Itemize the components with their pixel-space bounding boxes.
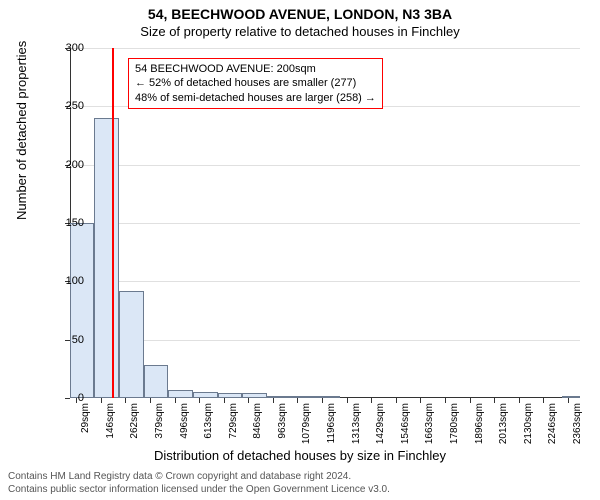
xtick-mark [322,398,323,403]
histogram-bar [291,396,315,398]
histogram-bar [119,291,144,398]
annotation-line: 48% of semi-detached houses are larger (… [135,91,376,105]
xtick-label: 1429sqm [375,403,386,444]
x-axis-label: Distribution of detached houses by size … [0,448,600,463]
histogram-bar [267,396,292,398]
ytick-label: 300 [44,42,84,54]
histogram-bar [94,118,119,398]
gridline [70,281,580,282]
xtick-mark [273,398,274,403]
page-title: 54, BEECHWOOD AVENUE, LONDON, N3 3BA [0,0,600,22]
xtick-label: 1546sqm [400,403,411,444]
xtick-label: 729sqm [228,403,239,439]
ytick-label: 50 [44,334,84,346]
xtick-mark [371,398,372,403]
xtick-label: 29sqm [80,403,91,433]
xtick-label: 1079sqm [301,403,312,444]
xtick-label: 846sqm [252,403,263,439]
xtick-mark [445,398,446,403]
footer-attribution: Contains HM Land Registry data © Crown c… [8,471,390,496]
xtick-mark [175,398,176,403]
xtick-mark [494,398,495,403]
y-axis-label: Number of detached properties [14,41,29,220]
xtick-mark [420,398,421,403]
histogram-bar [316,396,341,398]
xtick-mark [396,398,397,403]
xtick-mark [297,398,298,403]
xtick-label: 2246sqm [547,403,558,444]
gridline [70,223,580,224]
gridline [70,340,580,341]
annotation-box: 54 BEECHWOOD AVENUE: 200sqm← 52% of deta… [128,58,383,109]
footer-line-2: Contains public sector information licen… [8,484,390,497]
xtick-mark [199,398,200,403]
xtick-label: 2130sqm [523,403,534,444]
gridline [70,48,580,49]
ytick-label: 250 [44,100,84,112]
annotation-line: ← 52% of detached houses are smaller (27… [135,76,376,90]
xtick-mark [248,398,249,403]
xtick-label: 379sqm [154,403,165,439]
property-marker-line [112,48,114,398]
xtick-mark [150,398,151,403]
histogram-bar [562,396,580,398]
xtick-mark [568,398,569,403]
xtick-label: 146sqm [105,403,116,439]
xtick-mark [519,398,520,403]
xtick-label: 613sqm [203,403,214,439]
xtick-mark [347,398,348,403]
histogram-bar [193,392,218,398]
xtick-label: 1780sqm [449,403,460,444]
xtick-label: 262sqm [129,403,140,439]
xtick-label: 1313sqm [351,403,362,444]
xtick-label: 1196sqm [326,403,337,443]
xtick-label: 963sqm [277,403,288,439]
histogram-bar [144,365,168,398]
histogram-bar [242,393,267,398]
histogram-chart: 29sqm146sqm262sqm379sqm496sqm613sqm729sq… [70,48,580,398]
histogram-bar [70,223,94,398]
xtick-label: 1663sqm [424,403,435,444]
xtick-label: 2013sqm [498,403,509,444]
ytick-label: 150 [44,217,84,229]
xtick-mark [224,398,225,403]
xtick-mark [543,398,544,403]
footer-line-1: Contains HM Land Registry data © Crown c… [8,471,390,484]
xtick-mark [125,398,126,403]
xtick-label: 2363sqm [572,403,583,444]
ytick-label: 0 [44,392,84,404]
xtick-label: 496sqm [179,403,190,439]
xtick-mark [470,398,471,403]
ytick-label: 100 [44,275,84,287]
xtick-mark [101,398,102,403]
gridline [70,165,580,166]
histogram-bar [218,393,242,398]
page-subtitle: Size of property relative to detached ho… [0,22,600,39]
ytick-label: 200 [44,159,84,171]
xtick-label: 1896sqm [474,403,485,444]
histogram-bar [168,390,193,398]
annotation-line: 54 BEECHWOOD AVENUE: 200sqm [135,62,376,76]
